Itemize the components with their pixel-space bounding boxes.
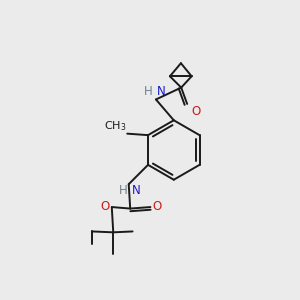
Text: H: H [144, 85, 152, 98]
Text: O: O [152, 200, 162, 213]
Text: CH$_3$: CH$_3$ [104, 119, 126, 133]
Text: N: N [132, 184, 140, 197]
Text: O: O [191, 105, 200, 118]
Text: H: H [118, 184, 127, 197]
Text: O: O [100, 200, 110, 213]
Text: N: N [157, 85, 165, 98]
